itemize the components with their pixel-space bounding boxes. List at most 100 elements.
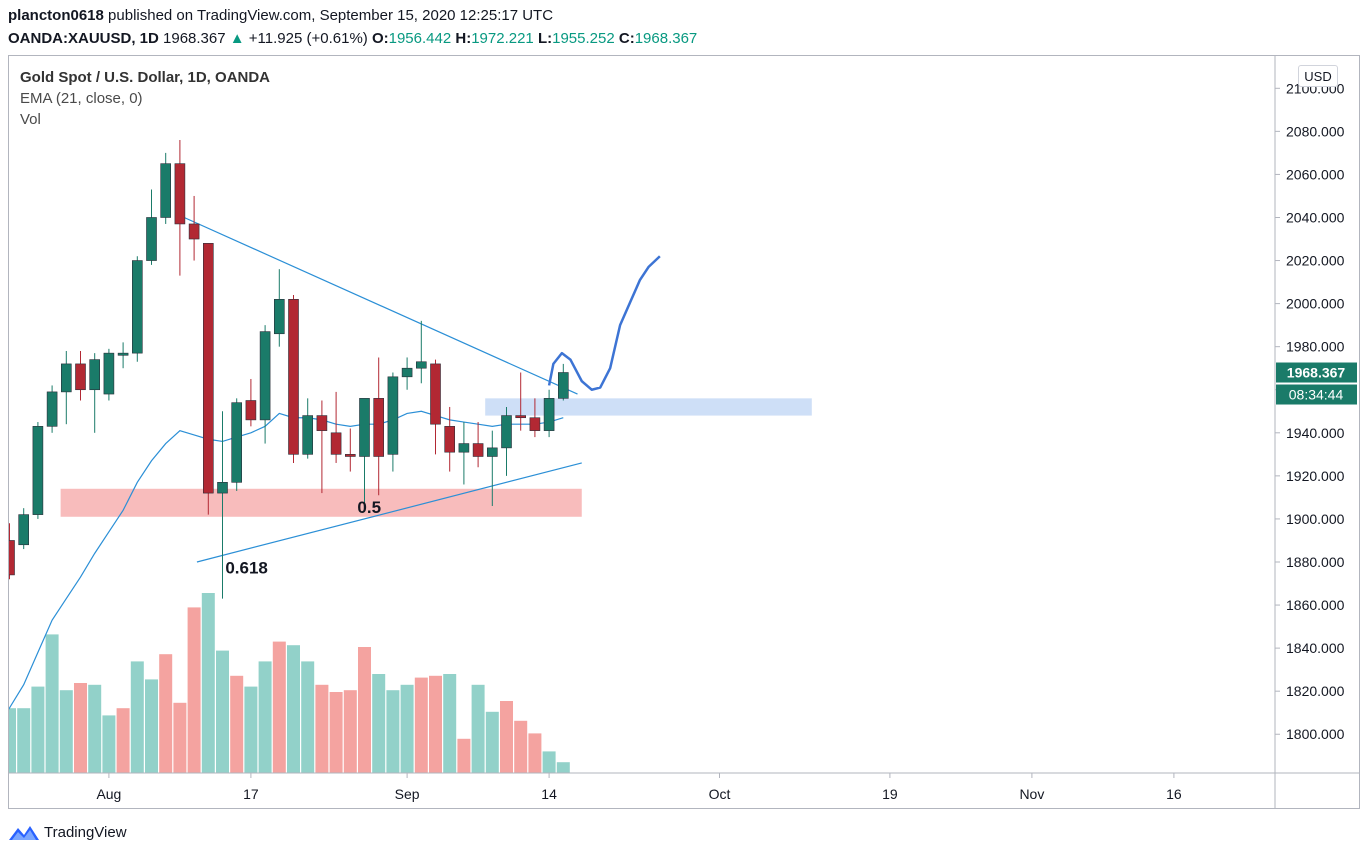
candle-body	[430, 363, 441, 425]
volume-bar	[187, 607, 201, 773]
last-price: 1968.367	[163, 30, 226, 47]
candle-body	[174, 163, 186, 225]
candle-body	[472, 443, 484, 457]
low-label: L:	[537, 30, 553, 47]
volume-bar	[31, 686, 45, 773]
time-tick-label: 16	[1166, 786, 1182, 802]
candle-body	[543, 398, 555, 431]
volume-bar	[45, 634, 59, 773]
volume-bar	[400, 684, 414, 773]
chart-legend: Gold Spot / U.S. Dollar, 1D, OANDA EMA (…	[20, 67, 270, 130]
candle-body	[401, 367, 413, 378]
volume-bar	[102, 715, 116, 773]
candle-body	[231, 402, 242, 483]
open-label: O:	[371, 30, 389, 47]
legend-vol[interactable]: Vol	[20, 111, 41, 128]
time-tick-label: Sep	[395, 786, 420, 802]
volume-bar	[343, 690, 357, 773]
candle-body	[245, 400, 257, 421]
candle-body	[259, 331, 271, 421]
candle-body	[75, 363, 86, 391]
candle-body	[160, 163, 171, 218]
price-tick-label: 2040.000	[1286, 209, 1345, 225]
candle-body	[486, 447, 498, 457]
candle-body	[359, 398, 370, 457]
countdown-badge-label: 08:34:44	[1289, 387, 1344, 403]
candle-body	[203, 243, 214, 494]
candle-body	[273, 299, 285, 335]
volume-bar	[556, 762, 570, 773]
high-label: H:	[455, 30, 472, 47]
volume-bar	[457, 738, 471, 773]
currency-button[interactable]: USD	[1298, 65, 1338, 87]
legend-ema[interactable]: EMA (21, close, 0)	[20, 90, 143, 107]
volume-bar	[216, 650, 229, 773]
candle-body	[373, 398, 385, 457]
price-tick-label: 1860.000	[1286, 597, 1345, 613]
volume-bar	[74, 683, 87, 773]
volume-bar	[244, 686, 258, 773]
volume-bar	[301, 661, 315, 773]
tradingview-logo-icon	[9, 826, 39, 840]
candle-body	[415, 361, 427, 369]
time-tick-label: 17	[243, 786, 259, 802]
volume-bar	[230, 675, 244, 773]
volume-bar	[471, 684, 485, 773]
candle-body	[557, 372, 569, 399]
time-tick-label: Oct	[709, 786, 731, 802]
volume-bar	[17, 708, 31, 773]
close-label: C:	[618, 30, 635, 47]
brand-name[interactable]: TradingView	[44, 823, 127, 841]
open-value: 1956.442	[388, 30, 452, 47]
price-tick-label: 1800.000	[1286, 726, 1345, 742]
price-tick-label: 2000.000	[1286, 296, 1345, 312]
publish-header: plancton0618 published on TradingView.co…	[8, 7, 553, 24]
candle-body	[117, 352, 129, 356]
volume-bar	[372, 674, 386, 773]
last-price-badge	[1276, 362, 1357, 383]
chart-frame[interactable]	[8, 55, 1360, 809]
candle-body	[458, 443, 470, 453]
close-value: 1968.367	[634, 30, 698, 47]
candle-body	[316, 415, 328, 431]
countdown-badge	[1276, 384, 1357, 405]
fib-label: 0.618	[225, 558, 268, 577]
candle-body	[288, 299, 299, 455]
volume-bar	[201, 593, 215, 773]
symbol-label: OANDA:XAUUSD, 1D	[8, 30, 159, 47]
volume-bar	[485, 711, 499, 773]
price-tick-label: 1820.000	[1286, 683, 1345, 699]
fib-label: 0.5	[357, 498, 381, 517]
candle-body	[387, 376, 399, 455]
resistance-zone	[485, 398, 812, 416]
price-tick-label: 2080.000	[1286, 123, 1345, 139]
volume-bar	[315, 684, 329, 773]
price-change: +11.925 (+0.61%)	[248, 30, 368, 47]
volume-bar	[443, 674, 457, 773]
candle-body	[132, 260, 143, 354]
price-tick-label: 1980.000	[1286, 339, 1345, 355]
high-value: 1972.221	[471, 30, 534, 47]
volume-bar	[9, 708, 16, 773]
low-value: 1955.252	[552, 30, 615, 47]
volume-bar	[272, 641, 286, 773]
ohlc-header: OANDA:XAUUSD, 1D 1968.367 ▲ +11.925 (+0.…	[8, 30, 697, 47]
volume-bar	[258, 661, 272, 773]
ascending-support-trendline	[196, 462, 582, 563]
candle-body	[217, 482, 228, 494]
volume-bar	[88, 684, 102, 773]
candle-body	[444, 426, 456, 453]
candle-body	[330, 432, 342, 455]
last-price-badge-label: 1968.367	[1287, 365, 1346, 381]
author-name[interactable]: plancton0618	[8, 7, 104, 24]
volume-bar	[59, 690, 73, 773]
price-tick-label: 2060.000	[1286, 166, 1345, 182]
volume-bar	[500, 701, 513, 773]
candle-body	[18, 514, 30, 546]
volume-bar	[145, 679, 158, 773]
projection-path	[547, 255, 661, 391]
candle-body	[302, 415, 314, 455]
legend-symbol: Gold Spot / U.S. Dollar, 1D, OANDA	[20, 69, 271, 86]
price-tick-label: 1840.000	[1286, 640, 1345, 656]
